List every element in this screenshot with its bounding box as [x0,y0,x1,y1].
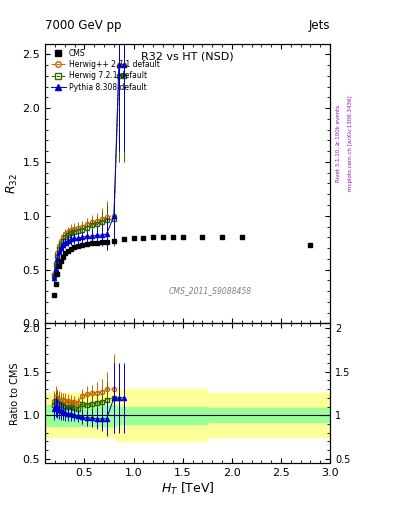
Text: R32 vs HT (NSD): R32 vs HT (NSD) [141,52,234,62]
Text: 7000 GeV pp: 7000 GeV pp [45,19,122,32]
Text: Jets: Jets [309,19,330,32]
X-axis label: $H_T$ [TeV]: $H_T$ [TeV] [161,481,215,497]
Y-axis label: Ratio to CMS: Ratio to CMS [10,362,20,424]
Text: Rivet 3.1.10, ≥ 100k events: Rivet 3.1.10, ≥ 100k events [336,105,341,182]
Text: CMS_2011_S9088458: CMS_2011_S9088458 [169,286,252,295]
Y-axis label: $R_{32}$: $R_{32}$ [5,173,20,194]
Legend: CMS, Herwig++ 2.7.1 default, Herwig 7.2.1 default, Pythia 8.308 default: CMS, Herwig++ 2.7.1 default, Herwig 7.2.… [49,47,161,93]
Text: mcplots.cern.ch [arXiv:1306.3436]: mcplots.cern.ch [arXiv:1306.3436] [348,96,353,191]
